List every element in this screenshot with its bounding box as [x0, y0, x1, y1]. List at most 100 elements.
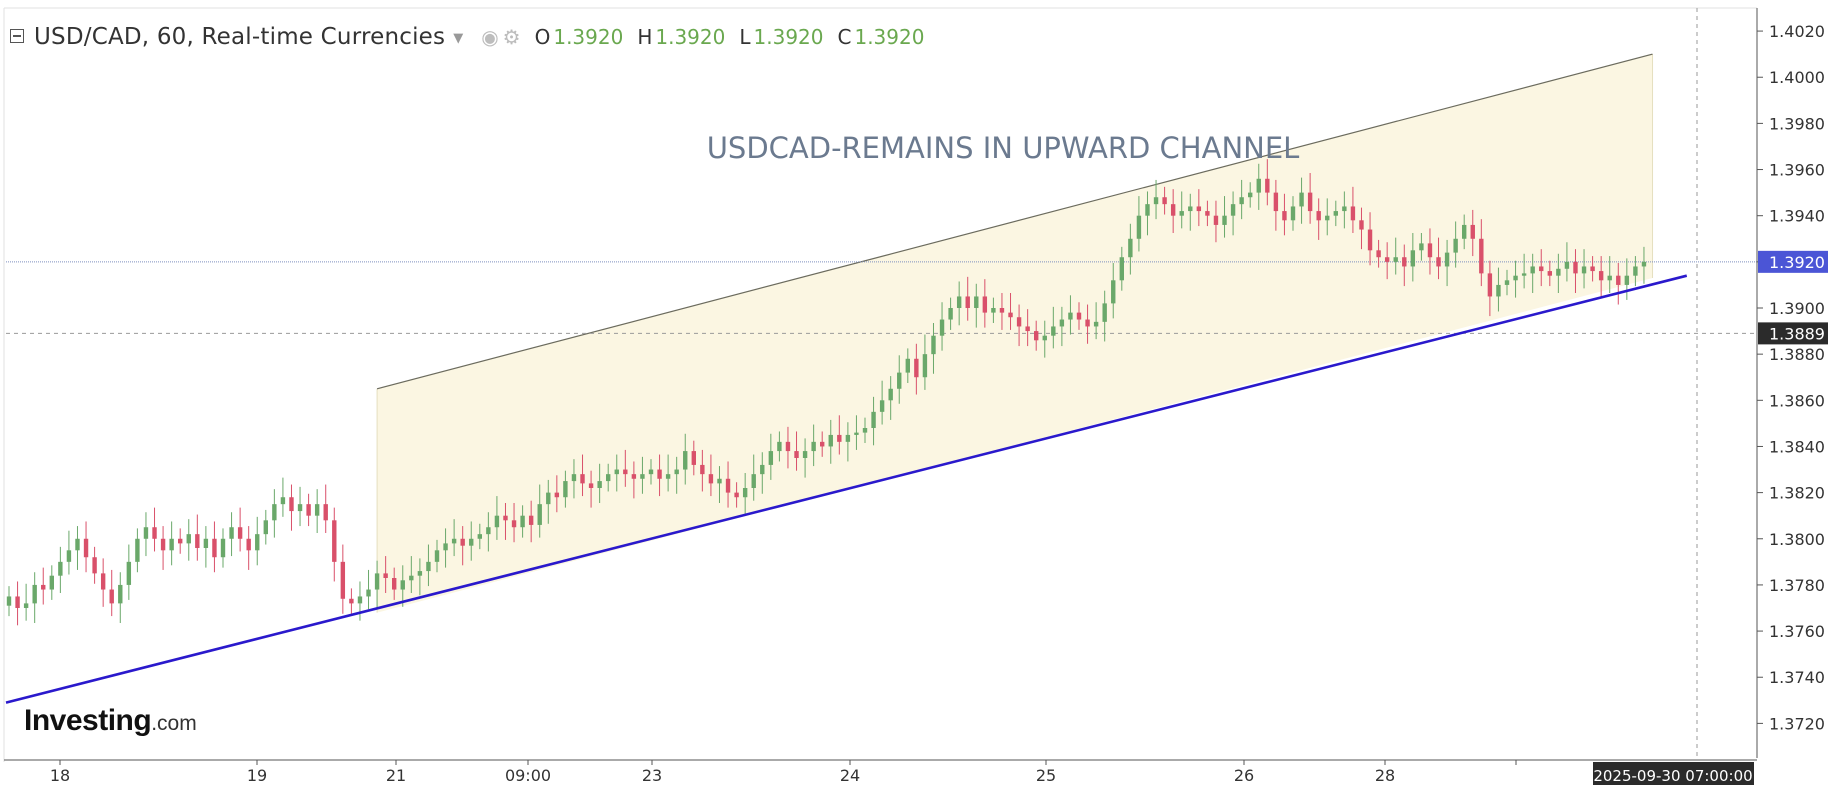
- candle-up: [135, 538, 140, 562]
- chevron-down-icon[interactable]: ▼: [453, 30, 464, 46]
- candle-up: [469, 538, 474, 546]
- candle-up: [1462, 224, 1467, 239]
- candle-down: [1265, 178, 1270, 193]
- candle-up: [1230, 204, 1236, 216]
- candle-up: [520, 515, 525, 528]
- candle-down: [178, 538, 183, 544]
- candle-up: [768, 451, 774, 465]
- support-trendline: [5, 274, 1688, 704]
- gear-icon[interactable]: ⚙: [502, 25, 521, 49]
- candle-down: [511, 520, 517, 528]
- candle-down: [1573, 261, 1578, 274]
- time-axis-label: 24: [840, 766, 860, 785]
- candle-up: [606, 474, 611, 482]
- candle-down: [152, 527, 157, 539]
- candle-up: [255, 534, 260, 551]
- candle-up: [494, 515, 500, 528]
- symbol-title[interactable]: USD/CAD, 60, Real-time Currencies: [34, 24, 446, 50]
- candle-down: [1590, 266, 1595, 272]
- price-axis-label: 1.3940: [1769, 207, 1825, 226]
- candle-down: [1487, 273, 1493, 297]
- candle-up: [888, 388, 893, 401]
- candle-down: [1085, 319, 1090, 327]
- candle-down: [109, 589, 114, 604]
- crosshair-time-tag: [1593, 762, 1754, 785]
- candle-up: [828, 434, 833, 447]
- candle-up: [263, 520, 268, 535]
- price-axis-label: 1.3800: [1769, 530, 1825, 549]
- candle-down: [1273, 192, 1279, 212]
- candle-down: [1034, 331, 1039, 341]
- candle-down: [785, 441, 791, 452]
- candle-up: [563, 481, 568, 498]
- candle-up: [1453, 238, 1458, 253]
- candle-up: [32, 584, 37, 604]
- candle-up: [1059, 319, 1065, 327]
- candle-down: [15, 596, 20, 608]
- candle-down: [332, 520, 337, 562]
- candle-up: [1222, 215, 1227, 225]
- candle-up: [1419, 243, 1424, 251]
- candle-down: [349, 598, 354, 604]
- time-axis-label: 19: [247, 766, 267, 785]
- candle-down: [588, 483, 594, 488]
- candle-down: [982, 296, 988, 313]
- candle-up: [742, 488, 748, 498]
- candle-up: [948, 308, 953, 320]
- candle-up: [203, 538, 209, 548]
- candle-up: [648, 469, 654, 475]
- candle-down: [1008, 312, 1013, 318]
- candle-up: [956, 296, 962, 308]
- candle-down: [580, 474, 585, 484]
- candle-down: [92, 557, 97, 574]
- candle-up: [477, 534, 482, 539]
- price-axis-label: 1.4000: [1769, 68, 1825, 87]
- candle-up: [272, 504, 277, 521]
- last-price-tag-label: 1.3920: [1769, 253, 1825, 272]
- collapse-icon[interactable]: [10, 29, 24, 43]
- candle-down: [503, 515, 508, 521]
- eye-icon[interactable]: ◉: [481, 25, 499, 49]
- candle-up: [760, 464, 765, 475]
- candle-up: [597, 481, 602, 488]
- candle-up: [640, 474, 645, 479]
- price-axis-label: 1.3960: [1769, 161, 1825, 180]
- candle-up: [143, 527, 149, 539]
- candle-up: [991, 308, 996, 313]
- candle-up: [1504, 280, 1510, 285]
- time-axis-label: 23: [642, 766, 662, 785]
- time-axis-label: 21: [386, 766, 406, 785]
- candle-up: [169, 538, 174, 551]
- candle-up: [118, 584, 123, 604]
- candle-up: [409, 575, 414, 581]
- candle-down: [528, 515, 534, 525]
- price-axis-label: 1.3740: [1769, 668, 1825, 687]
- candle-down: [794, 451, 799, 458]
- candle-up: [871, 411, 876, 428]
- candle-down: [1316, 211, 1321, 221]
- candle-up: [443, 543, 448, 551]
- candle-up: [374, 573, 380, 590]
- candle-up: [1068, 312, 1073, 320]
- candle-down: [1016, 317, 1022, 327]
- candle-up: [1530, 266, 1535, 274]
- candle-down: [1213, 215, 1219, 225]
- candle-up: [1325, 215, 1330, 221]
- candle-up: [1393, 257, 1398, 262]
- price-axis-label: 1.3780: [1769, 576, 1825, 595]
- candle-down: [1547, 271, 1552, 276]
- candle-up: [1111, 280, 1116, 304]
- candle-down: [1162, 197, 1167, 205]
- candle-down: [965, 296, 970, 308]
- candle-up: [674, 469, 679, 475]
- candle-down: [691, 451, 696, 465]
- low-value: 1.3920: [753, 25, 824, 49]
- candle-down: [1376, 250, 1381, 258]
- candle-up: [1188, 206, 1193, 212]
- candle-up: [280, 497, 286, 505]
- price-axis-label: 1.3720: [1769, 714, 1825, 733]
- candle-down: [289, 497, 294, 512]
- candle-down: [160, 538, 166, 551]
